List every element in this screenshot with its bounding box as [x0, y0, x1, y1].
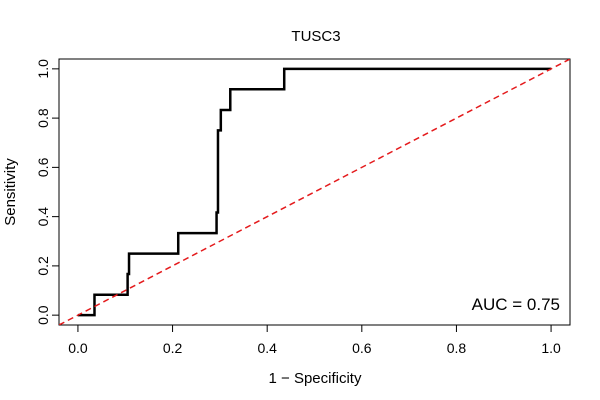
plot-area-border: [58, 58, 571, 326]
chart-title: TUSC3: [291, 28, 340, 45]
roc-curve-line: [77, 67, 552, 317]
x-tick-label: 0.2: [163, 340, 183, 356]
x-tick-label: 0.0: [68, 340, 88, 356]
y-tick-label: 0.6: [35, 157, 51, 177]
reference-diagonal-line: [59, 59, 570, 325]
y-tick-label: 0.8: [35, 108, 51, 128]
x-tick-label: 0.4: [257, 340, 277, 356]
y-tick-label: 1.0: [35, 59, 51, 79]
y-axis: 0.0 0.2 0.4 0.6 0.8 1.0: [35, 59, 60, 325]
y-tick-label: 0.0: [35, 305, 51, 325]
x-tick-label: 0.6: [352, 340, 372, 356]
x-tick-label: 1.0: [541, 340, 561, 356]
x-axis-title: 1 − Specificity: [269, 370, 362, 387]
series-layer: [59, 59, 570, 325]
x-tick-label: 0.8: [447, 340, 467, 356]
y-axis-title: Sensitivity: [2, 158, 19, 226]
y-tick-label: 0.4: [35, 207, 51, 227]
x-axis: 0.0 0.2 0.4 0.6 0.8 1.0: [68, 324, 561, 356]
auc-annotation: AUC = 0.75: [472, 295, 560, 314]
y-tick-label: 0.2: [35, 256, 51, 276]
